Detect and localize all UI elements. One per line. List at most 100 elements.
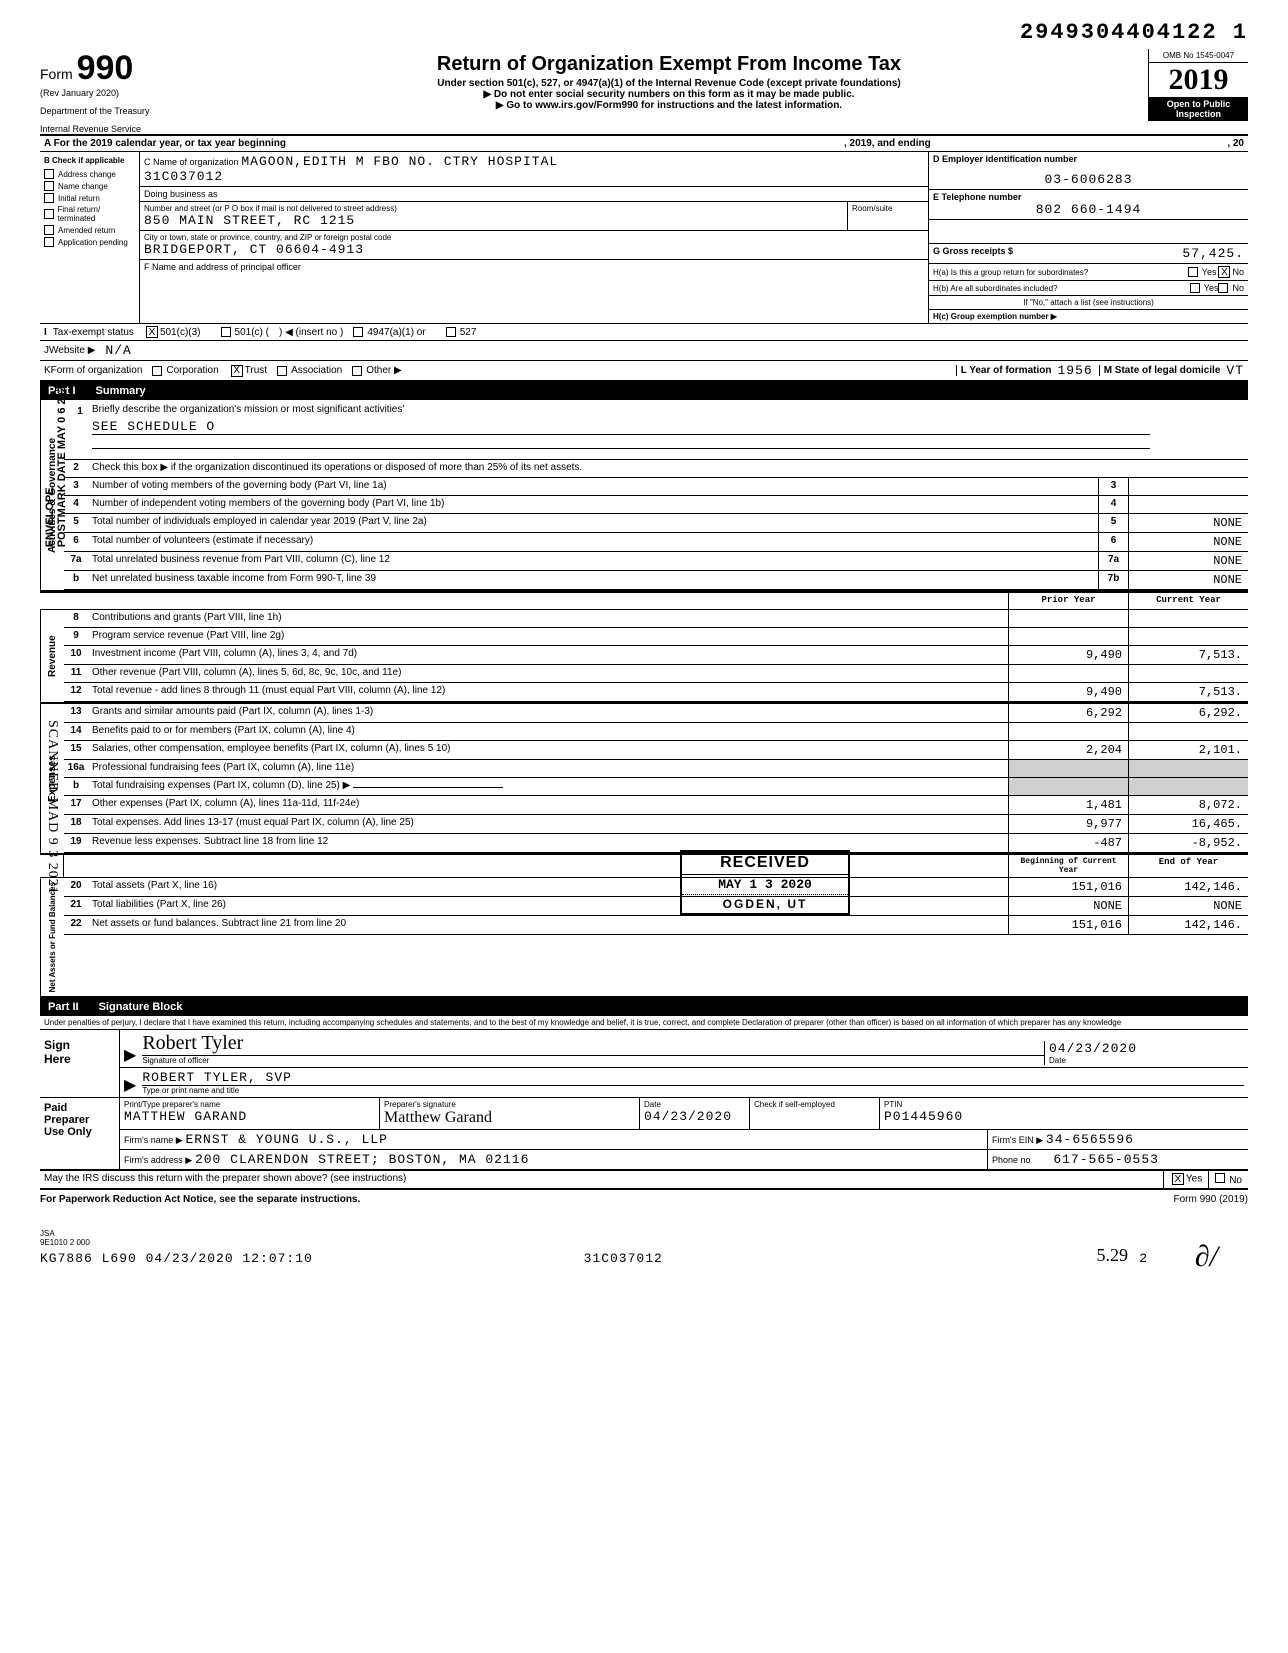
- checkbox-initial-return[interactable]: [44, 193, 54, 203]
- footer-code: 9E1010 2 000: [40, 1238, 1248, 1247]
- city-state-zip: BRIDGEPORT, CT 06604-4913: [144, 242, 924, 257]
- ptin-value: P01445960: [884, 1109, 1244, 1124]
- line17-current: 8,072.: [1128, 796, 1248, 814]
- line13-current: 6,292.: [1128, 704, 1248, 722]
- footer-row-1: For Paperwork Reduction Act Notice, see …: [40, 1190, 1248, 1209]
- checkbox-other[interactable]: [352, 366, 362, 376]
- column-c-org-info: C Name of organization MAGOON,EDITH M FB…: [140, 152, 928, 323]
- telephone-value: 802 660-1494: [933, 202, 1244, 217]
- governance-section: Activities & Governance 1Briefly describ…: [40, 400, 1248, 592]
- row-a-tax-year: A For the 2019 calendar year, or tax yea…: [40, 136, 1248, 152]
- sign-date: 04/23/2020: [1049, 1041, 1244, 1056]
- checkbox-final-return[interactable]: [44, 209, 54, 219]
- line20-begin: 151,016: [1008, 878, 1128, 896]
- checkbox-name-change[interactable]: [44, 181, 54, 191]
- document-number: 2949304404122 1: [40, 20, 1248, 45]
- checkbox-hb-no[interactable]: [1218, 283, 1228, 293]
- received-stamp: RECEIVED MAY 1 3 2020 OGDEN, UT: [680, 850, 850, 915]
- open-public-label: Open to PublicInspection: [1149, 97, 1248, 121]
- checkbox-501c3[interactable]: X: [146, 326, 158, 338]
- preparer-name: MATTHEW GARAND: [124, 1109, 375, 1124]
- line7a-value: NONE: [1128, 552, 1248, 570]
- checkbox-assoc[interactable]: [277, 366, 287, 376]
- state-domicile: VT: [1226, 363, 1244, 378]
- org-name: MAGOON,EDITH M FBO NO. CTRY HOSPITAL: [241, 154, 558, 169]
- balance-column-headers: Beginning of Current Year End of Year: [40, 855, 1248, 878]
- form-subtitle: Under section 501(c), 527, or 4947(a)(1)…: [194, 78, 1144, 89]
- checkbox-pending[interactable]: [44, 237, 54, 247]
- form-title: Return of Organization Exempt From Incom…: [194, 53, 1144, 76]
- footer-row-2: KG7886 L690 04/23/2020 12:07:10 31C03701…: [40, 1247, 1248, 1270]
- part-1-header: Part ISummary: [40, 382, 1248, 400]
- line6-value: NONE: [1128, 533, 1248, 551]
- net-assets-section: Net Assets or Fund Balances 20Total asse…: [40, 878, 1248, 998]
- checkbox-ha-yes[interactable]: [1188, 267, 1198, 277]
- signature-block: SignHere ▶ Robert Tyler Signature of off…: [40, 1030, 1248, 1098]
- line21-begin: NONE: [1008, 897, 1128, 915]
- tax-year: 2019: [1149, 63, 1248, 97]
- handwritten-number: 5.29: [1097, 1245, 1129, 1266]
- part-2-header: Part IISignature Block: [40, 998, 1248, 1016]
- form-instruction-1: ▶ Do not enter social security numbers o…: [194, 89, 1144, 100]
- officer-signature: Robert Tyler: [142, 1032, 1044, 1055]
- row-k-form-org: K Form of organization Corporation XTrus…: [40, 361, 1248, 382]
- line20-end: 142,146.: [1128, 878, 1248, 896]
- paid-preparer-block: PaidPreparerUse Only Print/Type preparer…: [40, 1098, 1248, 1171]
- year-column-headers: Prior Year Current Year: [40, 592, 1248, 610]
- line21-end: NONE: [1128, 897, 1248, 915]
- identification-block: B Check if applicable Address change Nam…: [40, 152, 1248, 324]
- dept-irs: Internal Revenue Service: [40, 124, 180, 134]
- gross-receipts-value: 57,425.: [1182, 246, 1244, 261]
- dba-label: Doing business as: [140, 187, 928, 202]
- line13-prior: 6,292: [1008, 704, 1128, 722]
- line18-prior: 9,977: [1008, 815, 1128, 833]
- firm-phone: 617-565-0553: [1053, 1152, 1159, 1167]
- row-i-tax-status: I Tax-exempt status X501(c)(3) 501(c) ( …: [40, 324, 1248, 341]
- checkbox-trust[interactable]: X: [231, 365, 243, 377]
- preparer-signature: Matthew Garand: [384, 1109, 635, 1127]
- line5-value: NONE: [1128, 514, 1248, 532]
- line12-current: 7,513.: [1128, 683, 1248, 701]
- officer-label: F Name and address of principal officer: [140, 260, 928, 300]
- line12-prior: 9,490: [1008, 683, 1128, 701]
- line10-prior: 9,490: [1008, 646, 1128, 664]
- checkbox-hb-yes[interactable]: [1190, 283, 1200, 293]
- omb-number: OMB No 1545-0047: [1149, 49, 1248, 63]
- line22-end: 142,146.: [1128, 916, 1248, 934]
- line22-begin: 151,016: [1008, 916, 1128, 934]
- checkbox-discuss-no[interactable]: [1215, 1173, 1225, 1183]
- checkbox-ha-no[interactable]: X: [1218, 266, 1230, 278]
- org-id: 31C037012: [144, 169, 223, 184]
- mission-value: SEE SCHEDULE O: [92, 419, 1150, 435]
- row-j-website: J Website ▶ N/A: [40, 341, 1248, 361]
- line19-prior: -487: [1008, 834, 1128, 852]
- year-formation: 1956: [1057, 363, 1092, 378]
- dept-treasury: Department of the Treasury: [40, 106, 180, 116]
- line18-current: 16,465.: [1128, 815, 1248, 833]
- line15-current: 2,101.: [1128, 741, 1248, 759]
- line15-prior: 2,204: [1008, 741, 1128, 759]
- signature-disclaimer: Under penalties of perjury, I declare th…: [40, 1016, 1248, 1030]
- checkbox-527[interactable]: [446, 327, 456, 337]
- firm-ein: 34-6565596: [1046, 1132, 1134, 1147]
- expenses-section: Expenses 13Grants and similar amounts pa…: [40, 704, 1248, 855]
- checkbox-4947[interactable]: [353, 327, 363, 337]
- checkbox-discuss-yes[interactable]: X: [1172, 1173, 1184, 1185]
- discuss-row: May the IRS discuss this return with the…: [40, 1171, 1248, 1190]
- line17-prior: 1,481: [1008, 796, 1128, 814]
- street-address: 850 MAIN STREET, RC 1215: [144, 213, 843, 228]
- initial-scrawl: ∂/: [1195, 1240, 1218, 1274]
- line19-current: -8,952.: [1128, 834, 1248, 852]
- column-d-e-g-h: D Employer identification number 03-6006…: [928, 152, 1248, 323]
- checkbox-corp[interactable]: [152, 366, 162, 376]
- form-number: Form 990: [40, 49, 180, 88]
- line10-current: 7,513.: [1128, 646, 1248, 664]
- line7b-value: NONE: [1128, 571, 1248, 589]
- website-value: N/A: [105, 343, 131, 358]
- checkbox-amended[interactable]: [44, 225, 54, 235]
- firm-name: ERNST & YOUNG U.S., LLP: [185, 1132, 387, 1147]
- checkbox-501c[interactable]: [221, 327, 231, 337]
- jsa-label: JSA: [40, 1229, 1248, 1238]
- form-revision: (Rev January 2020): [40, 88, 180, 98]
- checkbox-address-change[interactable]: [44, 169, 54, 179]
